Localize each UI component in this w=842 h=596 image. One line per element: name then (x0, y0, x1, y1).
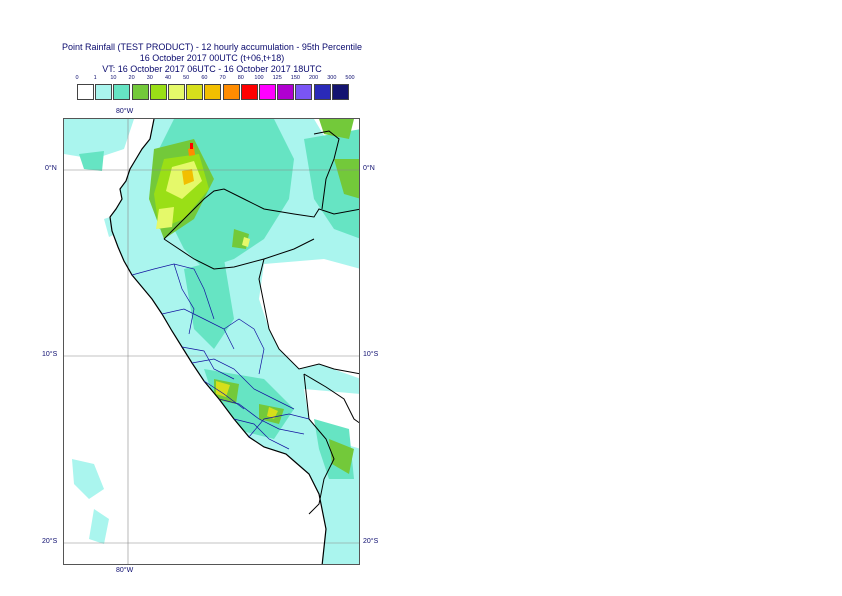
chart-title: Point Rainfall (TEST PRODUCT) - 12 hourl… (62, 42, 362, 52)
legend-label: 1 (93, 75, 97, 81)
legend-label: 10 (110, 75, 117, 81)
legend-swatch (168, 84, 185, 100)
coastline (109, 119, 327, 564)
legend-label: 150 (290, 75, 300, 81)
legend-label: 70 (219, 75, 226, 81)
legend-swatch (186, 84, 204, 100)
ocean-rain-patches (64, 119, 134, 544)
rainfall-map (64, 119, 359, 564)
legend-label: 200 (309, 75, 319, 81)
legend-swatch (277, 84, 295, 100)
lat-label-20-left: 20°S (42, 538, 58, 545)
legend-label: 100 (254, 75, 264, 81)
legend-label: 40 (164, 75, 172, 81)
legend-swatch (259, 84, 276, 100)
lat-label-20-right: 20°S (363, 538, 379, 545)
legend-label: 60 (201, 75, 208, 81)
legend-swatch (95, 84, 113, 100)
graticule (64, 119, 359, 564)
legend-label: 30 (146, 75, 153, 81)
regional-boundaries (131, 263, 310, 450)
legend-label: 0 (75, 75, 79, 81)
legend-label: 125 (272, 75, 282, 81)
lon-label-bottom: 80°W (116, 567, 134, 574)
lat-label-0-left: 0°N (45, 165, 57, 172)
lon-label-top: 80°W (116, 108, 134, 115)
legend-swatch (113, 84, 131, 100)
legend-swatch (204, 84, 222, 100)
legend-swatch (149, 84, 167, 100)
legend-label: 20 (128, 75, 135, 81)
legend-label: 80 (237, 75, 244, 81)
legend-swatch (331, 84, 349, 100)
lat-label-10-left: 10°S (42, 351, 58, 358)
legend-label: 50 (183, 75, 190, 81)
base-time-subtitle: 16 October 2017 00UTC (t+06,t+18) (139, 53, 285, 63)
validity-time-subtitle: VT: 16 October 2017 06UTC - 16 October 2… (102, 64, 322, 74)
lat-label-10-right: 10°S (363, 351, 379, 358)
legend-label: 300 (327, 75, 337, 81)
legend-swatch (295, 84, 313, 100)
legend-swatch (313, 84, 331, 100)
land-rain-field (110, 119, 359, 564)
legend-swatch (131, 84, 149, 100)
legend-swatch (77, 84, 94, 100)
country-borders (163, 130, 359, 515)
map-panel (63, 118, 360, 565)
legend-label: 500 (345, 75, 355, 81)
legend-swatch (222, 84, 240, 100)
lat-label-0-right: 0°N (363, 165, 375, 172)
legend-swatch (240, 84, 258, 100)
